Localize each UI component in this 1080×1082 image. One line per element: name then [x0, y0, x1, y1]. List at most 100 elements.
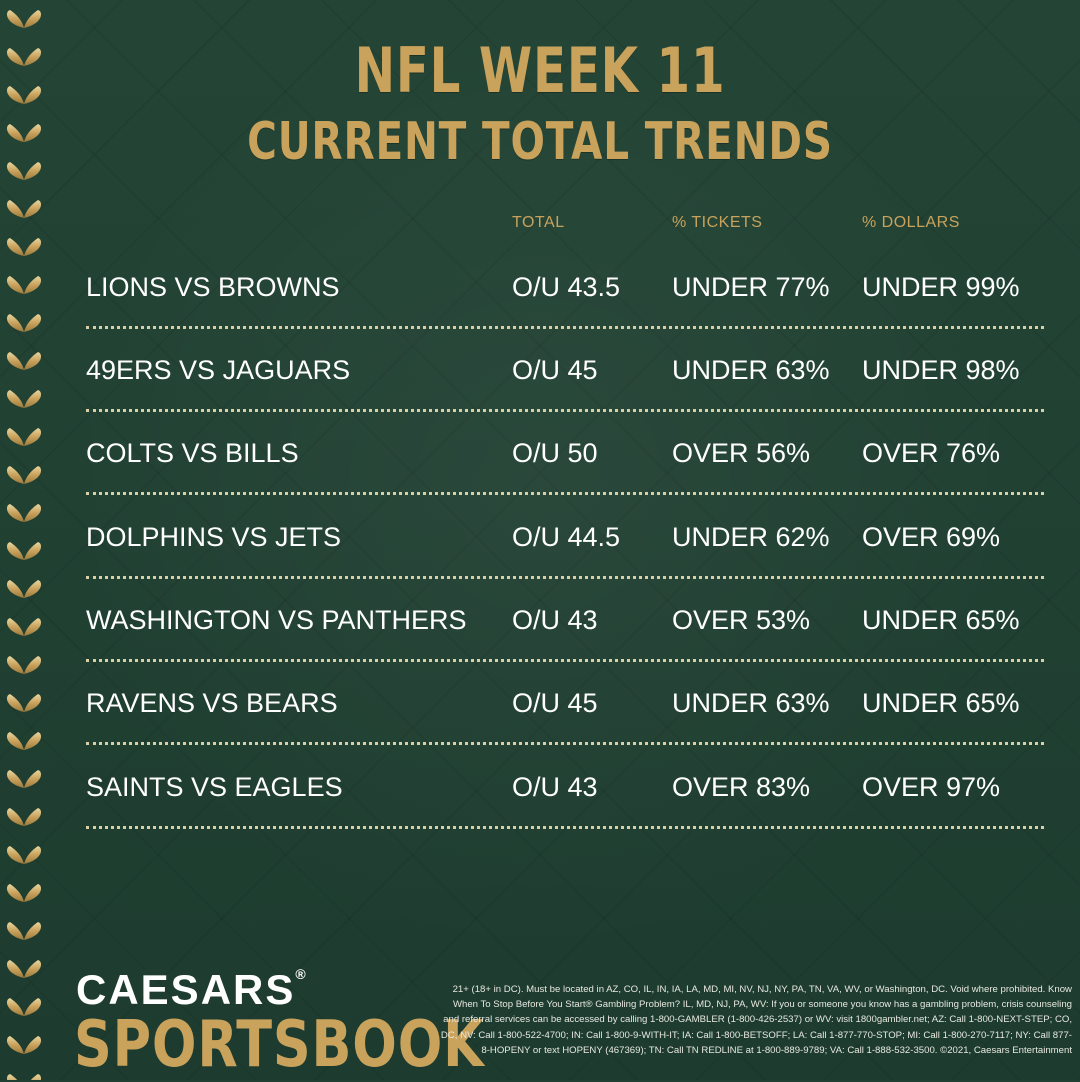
dollars-percent: OVER 69%	[862, 522, 1001, 552]
laurel-leaf	[6, 352, 24, 370]
tickets-percent: UNDER 62%	[672, 522, 830, 552]
laurel-leaf	[6, 1036, 24, 1054]
brand-logo-caesars: CAESARS®	[76, 966, 308, 1014]
laurel-leaf	[24, 884, 42, 902]
total-line: O/U 45	[512, 688, 598, 718]
laurel-leaf	[24, 238, 42, 256]
laurel-leaf	[6, 86, 24, 104]
dotted-separator	[86, 742, 1044, 745]
total-line: O/U 43.5	[512, 272, 621, 302]
laurel-leaf	[6, 390, 24, 408]
laurel-leaf	[6, 998, 24, 1016]
tickets-percent: UNDER 63%	[672, 355, 830, 385]
total-line: O/U 45	[512, 355, 598, 385]
laurel-leaf	[6, 960, 24, 978]
matchup: DOLPHINS VS JETS	[86, 522, 342, 552]
laurel-leaf	[6, 808, 24, 826]
total-line: O/U 50	[512, 438, 598, 468]
dollars-percent: OVER 76%	[862, 438, 1001, 468]
brand-logo-sportsbook: SPORTSBOOK	[74, 1008, 485, 1082]
laurel-leaf	[24, 922, 42, 940]
laurel-leaf	[7, 1074, 18, 1080]
laurel-leaf	[24, 694, 42, 712]
laurel-leaf	[24, 466, 42, 484]
laurel-leaf	[6, 542, 24, 560]
laurel-leaf	[6, 694, 24, 712]
laurel-leaf	[6, 922, 24, 940]
laurel-leaf	[24, 846, 42, 864]
laurel-leaf	[24, 618, 42, 636]
laurel-leaf	[6, 428, 24, 446]
dollars-percent: UNDER 98%	[862, 355, 1020, 385]
dollars-percent: UNDER 65%	[862, 605, 1020, 635]
table-row: LIONS VS BROWNS O/U 43.5 UNDER 77% UNDER…	[86, 272, 1044, 355]
laurel-leaf	[6, 276, 24, 294]
total-line: O/U 44.5	[512, 522, 621, 552]
laurel-leaf	[6, 238, 24, 256]
dollars-percent: UNDER 99%	[862, 272, 1020, 302]
laurel-leaf	[6, 770, 24, 788]
laurel-leaf	[24, 770, 42, 788]
laurel-leaf	[6, 200, 24, 218]
laurel-leaf	[6, 618, 24, 636]
laurel-leaf	[6, 504, 24, 522]
table-row: SAINTS VS EAGLES O/U 43 OVER 83% OVER 97…	[86, 772, 1044, 855]
matchup: WASHINGTON VS PANTHERS	[86, 605, 467, 635]
dollars-percent: UNDER 65%	[862, 688, 1020, 718]
laurel-leaf	[6, 314, 24, 332]
laurel-leaf	[24, 428, 42, 446]
tickets-percent: OVER 56%	[672, 438, 811, 468]
dotted-separator	[86, 659, 1044, 662]
laurel-leaf	[6, 884, 24, 902]
laurel-leaf	[24, 998, 42, 1016]
matchup: 49ERS VS JAGUARS	[86, 355, 351, 385]
table-row: DOLPHINS VS JETS O/U 44.5 UNDER 62% OVER…	[86, 522, 1044, 605]
laurel-leaf	[24, 162, 42, 180]
laurel-leaf	[6, 656, 24, 674]
table-row: COLTS VS BILLS O/U 50 OVER 56% OVER 76%	[86, 438, 1044, 521]
matchup: RAVENS VS BEARS	[86, 688, 338, 718]
dotted-separator	[86, 576, 1044, 579]
laurel-leaf	[24, 352, 42, 370]
table-row: 49ERS VS JAGUARS O/U 45 UNDER 63% UNDER …	[86, 355, 1044, 438]
tickets-percent: UNDER 63%	[672, 688, 830, 718]
laurel-leaf	[24, 732, 42, 750]
matchup: SAINTS VS EAGLES	[86, 772, 343, 802]
laurel-leaf	[24, 580, 42, 598]
laurel-leaf	[24, 276, 42, 294]
laurel-leaf	[24, 656, 42, 674]
laurel-leaf	[24, 390, 42, 408]
laurel-leaf	[24, 314, 42, 332]
title-line-1: NFL WEEK 11	[354, 34, 726, 107]
laurel-leaf	[30, 1074, 41, 1080]
title-line-2: CURRENT TOTAL TRENDS	[247, 112, 833, 172]
column-header-total: TOTAL	[512, 214, 565, 231]
laurel-leaf	[24, 808, 42, 826]
brand-name: CAESARS	[76, 966, 296, 1013]
column-header-dollars: % DOLLARS	[862, 214, 960, 231]
laurel-leaf	[24, 10, 42, 28]
dotted-separator	[86, 492, 1044, 495]
laurel-leaf	[24, 48, 42, 66]
laurel-vine-decoration	[6, 0, 42, 1080]
laurel-leaf	[24, 1036, 42, 1054]
laurel-leaf	[24, 504, 42, 522]
laurel-leaf	[6, 846, 24, 864]
tickets-percent: OVER 53%	[672, 605, 811, 635]
laurel-leaf	[6, 580, 24, 598]
table-row: WASHINGTON VS PANTHERS O/U 43 OVER 53% U…	[86, 605, 1044, 688]
dotted-separator	[86, 326, 1044, 329]
laurel-leaf	[6, 466, 24, 484]
total-line: O/U 43	[512, 772, 598, 802]
registered-mark: ®	[295, 966, 308, 982]
laurel-leaf	[6, 732, 24, 750]
laurel-leaf	[24, 200, 42, 218]
tickets-percent: OVER 83%	[672, 772, 811, 802]
laurel-leaf	[6, 162, 24, 180]
dollars-percent: OVER 97%	[862, 772, 1001, 802]
laurel-leaf	[6, 10, 24, 28]
dotted-separator	[86, 409, 1044, 412]
tickets-percent: UNDER 77%	[672, 272, 830, 302]
matchup: LIONS VS BROWNS	[86, 272, 340, 302]
